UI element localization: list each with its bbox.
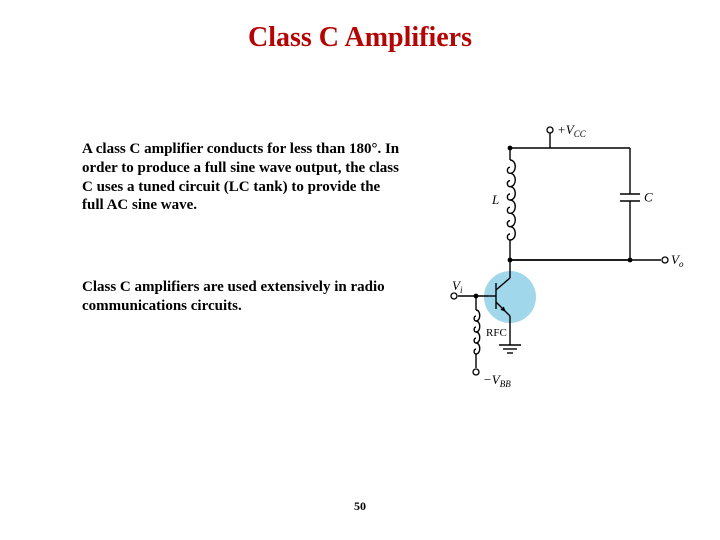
svg-text:RFC: RFC: [486, 327, 507, 339]
paragraph-1: A class C amplifier conducts for less th…: [82, 140, 402, 215]
title-text: Class C Amplifiers: [248, 22, 472, 53]
paragraph-2: Class C amplifiers are used extensively …: [82, 278, 402, 316]
page-number: 50: [0, 499, 720, 514]
svg-text:L: L: [491, 192, 499, 207]
svg-text:−VBB: −VBB: [483, 372, 511, 389]
page-number-text: 50: [354, 499, 366, 513]
svg-text:+VCC: +VCC: [557, 122, 587, 139]
paragraph-1-text: A class C amplifier conducts for less th…: [82, 141, 399, 213]
svg-text:Vi: Vi: [452, 278, 463, 295]
circuit-diagram: +VCC L C Vo Vi RFC −VBB: [440, 120, 700, 390]
svg-text:C: C: [644, 190, 653, 205]
page-title: Class C Amplifiers: [0, 22, 720, 54]
paragraph-2-text: Class C amplifiers are used extensively …: [82, 279, 385, 314]
svg-text:Vo: Vo: [671, 252, 684, 269]
